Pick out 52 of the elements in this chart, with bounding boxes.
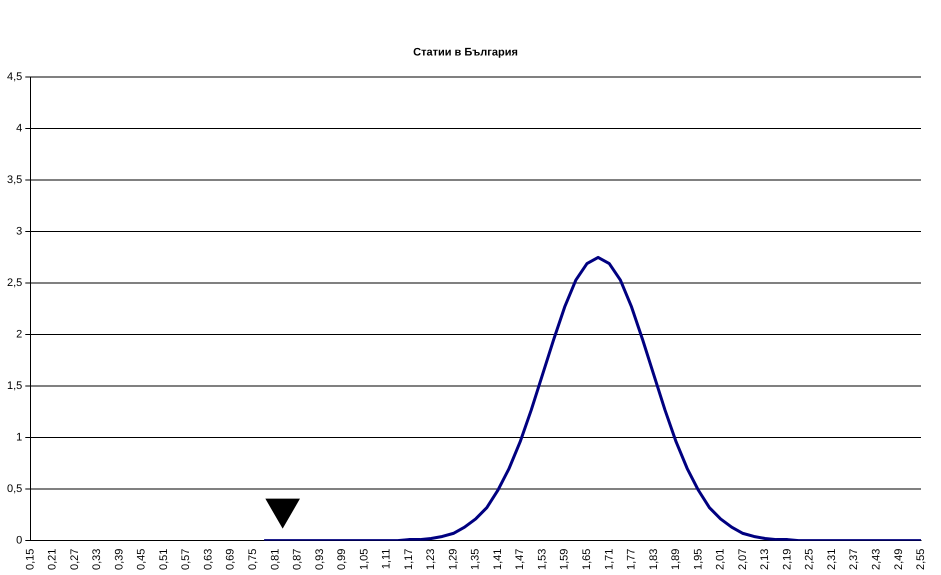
x-tick-label: 1,05 (358, 548, 370, 570)
x-tick-label: 1,53 (536, 548, 548, 570)
x-tick-label: 0,27 (68, 548, 81, 570)
y-tick-label: 3,5 (6, 174, 22, 186)
x-tick-label: 0,93 (314, 548, 326, 570)
x-tick-label: 1,41 (492, 548, 504, 570)
y-tick-label: 3 (16, 226, 22, 238)
x-tick-label: 2,07 (736, 548, 749, 570)
x-tick-label: 1,65 (581, 548, 594, 570)
x-tick-label: 2,31 (826, 548, 838, 570)
y-tick-label: 2 (16, 328, 22, 341)
x-tick-label: 1,95 (692, 548, 704, 570)
x-tick-label: 2,43 (870, 548, 882, 570)
x-tick-label: 2,13 (759, 548, 772, 570)
x-tick-label: 2,25 (804, 548, 816, 570)
y-tick-label: 1 (16, 432, 22, 444)
x-tick-label: 2,19 (781, 548, 794, 570)
x-tick-label: 1,29 (447, 548, 460, 570)
y-tick-label: 1,5 (6, 380, 22, 392)
x-tick-label: 0,63 (202, 548, 214, 570)
x-tick-label: 0,69 (224, 548, 237, 570)
y-tick-label: 2,5 (6, 277, 22, 290)
x-tick-label: 1,35 (470, 548, 482, 570)
x-tick-label: 0,33 (91, 548, 104, 570)
x-tick-label: 0,81 (269, 548, 282, 570)
x-tick-label: 1,83 (648, 548, 660, 570)
y-tick-label: 0,5 (6, 483, 22, 496)
x-tick-label: 2,01 (714, 548, 727, 570)
x-tick-label: 0,51 (158, 548, 170, 570)
x-tick-label: 2,37 (848, 548, 860, 570)
x-tick-label: 1,77 (626, 548, 638, 570)
x-tick-label: 1,59 (558, 548, 571, 570)
x-tick-label: 0,21 (46, 548, 59, 570)
x-tick-label: 0,15 (24, 548, 36, 570)
x-tick-label: 1,47 (514, 548, 526, 570)
x-tick-label: 0,99 (336, 548, 348, 570)
x-tick-label: 1,71 (603, 548, 616, 570)
y-tick-label: 4 (16, 122, 22, 135)
y-tick-label: 0 (16, 534, 22, 547)
x-tick-label: 0,39 (113, 548, 126, 570)
x-tick-label: 0,75 (247, 548, 259, 570)
y-tick-label: 4,5 (6, 71, 22, 84)
x-tick-label: 0,57 (180, 548, 192, 570)
chart-title: Статии в България (413, 46, 518, 59)
x-tick-label: 2,49 (892, 548, 905, 570)
x-tick-label: 1,89 (670, 548, 682, 570)
x-tick-label: 0,45 (136, 548, 148, 570)
x-tick-label: 1,11 (380, 548, 393, 570)
x-tick-label: 1,17 (402, 548, 415, 570)
x-tick-label: 0,87 (292, 548, 304, 570)
x-tick-label: 2,55 (915, 548, 928, 570)
x-tick-label: 1,23 (425, 548, 438, 570)
